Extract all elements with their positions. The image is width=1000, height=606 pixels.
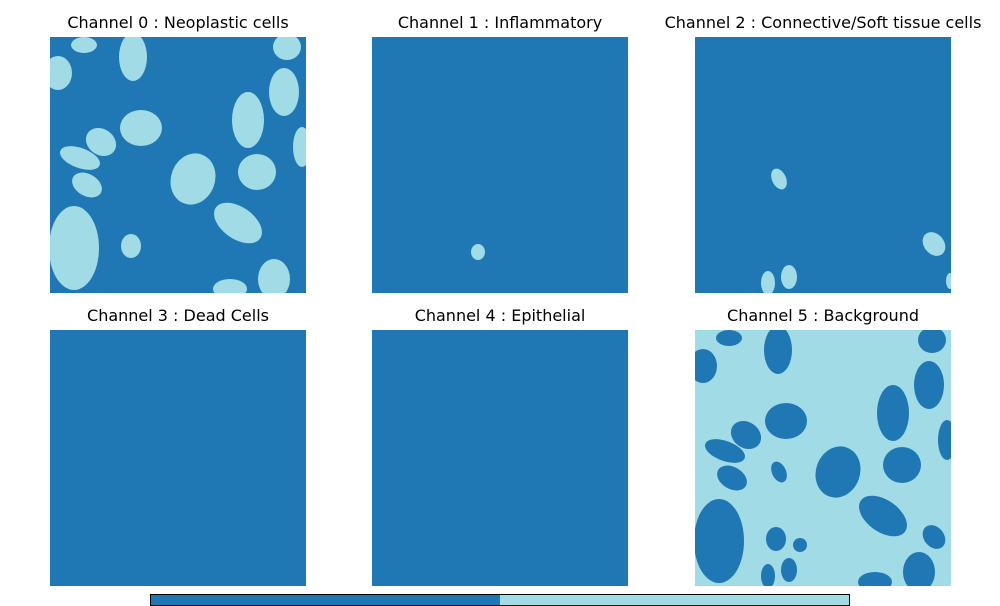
panel-title-channel-3: Channel 3 : Dead Cells	[87, 306, 269, 325]
panel-title-channel-5: Channel 5 : Background	[727, 306, 919, 325]
channel-5-mask-image	[695, 330, 951, 586]
channel-4-mask-image	[372, 330, 628, 586]
channel-1-mask-image	[372, 37, 628, 293]
colorbar-segment-cell	[500, 595, 849, 605]
panel-title-channel-0: Channel 0 : Neoplastic cells	[67, 13, 289, 32]
panel-title-channel-4: Channel 4 : Epithelial	[414, 306, 586, 325]
colorbar-segment-background	[151, 595, 500, 605]
channel-0-mask-image	[50, 37, 306, 293]
panel-title-channel-2: Channel 2 : Connective/Soft tissue cells	[664, 13, 982, 32]
panel-title-channel-1: Channel 1 : Inflammatory	[397, 13, 603, 32]
colorbar	[150, 594, 850, 606]
channel-3-mask-image	[50, 330, 306, 586]
channel-2-mask-image	[695, 37, 951, 293]
